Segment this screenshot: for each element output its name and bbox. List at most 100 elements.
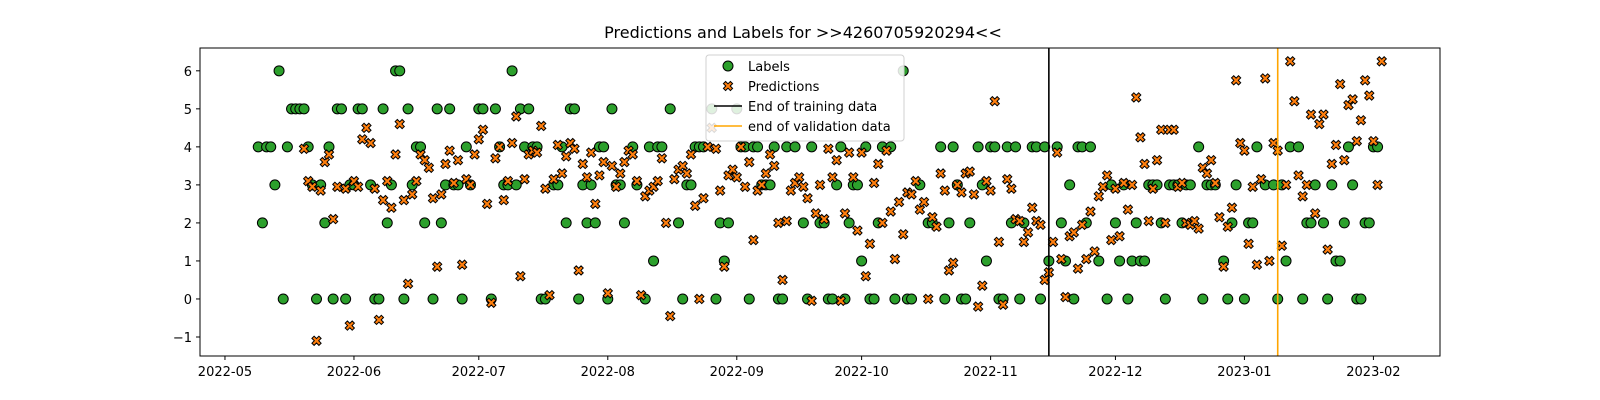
prediction-point [847, 171, 859, 183]
label-point [797, 217, 809, 229]
prediction-point [594, 170, 605, 181]
label-point [1139, 255, 1151, 267]
prediction-point [602, 287, 614, 299]
label-point [402, 103, 414, 115]
label-point [281, 141, 293, 153]
y-tick-label: 2 [184, 217, 192, 232]
label-point [618, 217, 630, 229]
prediction-point [1047, 236, 1059, 248]
prediction-point [1135, 132, 1146, 143]
label-point [777, 293, 789, 305]
prediction-point [927, 211, 938, 223]
prediction-point [1122, 204, 1134, 215]
prediction-point [1338, 154, 1350, 166]
prediction-point [606, 160, 618, 172]
prediction-point [531, 147, 543, 158]
label-point [256, 217, 268, 229]
prediction-point [872, 158, 884, 170]
prediction-point [1155, 124, 1167, 136]
label-point [1355, 293, 1367, 305]
label-point [826, 293, 838, 305]
label-point [1309, 179, 1321, 191]
label-point [1035, 293, 1047, 305]
label-point [269, 179, 281, 191]
prediction-point [1110, 183, 1121, 194]
prediction-point [1201, 168, 1213, 179]
label-point [335, 103, 347, 115]
prediction-point [614, 168, 626, 179]
x-tick-label: 2022-12 [1088, 365, 1142, 380]
prediction-point [1293, 170, 1304, 181]
prediction-point [1126, 179, 1138, 191]
label-point [456, 293, 468, 305]
prediction-point [1330, 139, 1342, 151]
prediction-point [1022, 227, 1034, 238]
prediction-point [910, 175, 922, 187]
label-point [752, 141, 764, 153]
prediction-point [431, 261, 443, 272]
prediction-point [764, 149, 776, 160]
prediction-point [352, 181, 364, 193]
label-point [1055, 217, 1067, 229]
label-point [419, 217, 431, 229]
label-point [710, 293, 722, 305]
prediction-point [976, 280, 988, 291]
x-tick-label: 2022-07 [452, 365, 506, 380]
prediction-point [1205, 154, 1217, 166]
label-point [935, 141, 947, 153]
prediction-point [718, 261, 730, 272]
prediction-point [947, 257, 959, 269]
prediction-point [510, 111, 522, 122]
label-point [1338, 217, 1350, 229]
prediction-point [315, 185, 326, 196]
prediction-point [610, 181, 622, 193]
label-point [477, 103, 489, 115]
prediction-point [1085, 206, 1096, 217]
prediction-point [785, 185, 797, 196]
prediction-point [1372, 179, 1383, 191]
prediction-point [1259, 73, 1271, 84]
prediction-point [402, 278, 414, 290]
prediction-point [1076, 219, 1088, 231]
prediction-point [1363, 90, 1375, 101]
prediction-point [1035, 219, 1046, 231]
prediction-point [427, 192, 439, 204]
label-point [1322, 293, 1334, 305]
label-point [1197, 293, 1209, 305]
prediction-point [515, 270, 526, 282]
y-tick-label: 4 [184, 141, 192, 156]
label-point [685, 179, 697, 191]
prediction-point [485, 297, 497, 309]
prediction-point [619, 156, 630, 168]
prediction-point [544, 289, 555, 301]
label-point [980, 255, 992, 267]
prediction-point [1056, 253, 1067, 265]
label-point [1247, 217, 1259, 229]
label-point [573, 293, 585, 305]
prediction-point [1089, 246, 1100, 257]
legend-label-validation: end of validation data [748, 120, 891, 135]
label-point [444, 103, 456, 115]
prediction-point [710, 143, 722, 155]
label-point [589, 217, 601, 229]
label-point [585, 179, 597, 191]
label-point [1068, 293, 1080, 305]
prediction-point [1097, 181, 1109, 193]
prediction-point [585, 147, 597, 158]
prediction-point [793, 171, 805, 183]
prediction-point [1151, 154, 1163, 166]
prediction-point [743, 156, 755, 168]
label-point [340, 293, 352, 305]
prediction-point [1001, 173, 1013, 185]
label-point [806, 141, 818, 153]
prediction-point [456, 259, 468, 271]
prediction-point [694, 293, 705, 305]
prediction-point [881, 145, 892, 156]
label-point [523, 103, 535, 115]
prediction-point [1189, 215, 1200, 227]
label-point [1039, 141, 1051, 153]
prediction-point [635, 289, 647, 301]
label-point [1064, 179, 1076, 191]
prediction-point [1289, 95, 1300, 107]
prediction-point [373, 314, 385, 326]
